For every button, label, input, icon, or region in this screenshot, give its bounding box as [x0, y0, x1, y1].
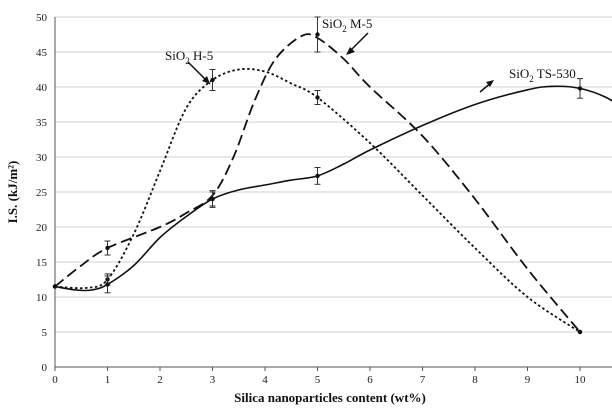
gridlines: [55, 16, 612, 333]
data-point: [577, 86, 583, 91]
y-tick-label: 30: [36, 152, 48, 164]
y-tick-label: 45: [36, 47, 48, 59]
series-line-2: [54, 85, 612, 292]
y-axis-title: I.S. (kJ/m²): [5, 161, 20, 224]
annotation-m5: SiO2 M-5: [322, 16, 372, 55]
y-tick-label: 25: [36, 187, 48, 199]
y-tick-label: 20: [36, 222, 48, 234]
y-tick-label: 15: [36, 257, 48, 269]
y-tick-label: 35: [36, 117, 48, 129]
y-tick-label: 10: [36, 292, 48, 304]
x-axis-title: Silica nanoparticles content (wt%): [234, 390, 426, 405]
y-tick-label: 5: [42, 327, 48, 339]
annotation-ts530-label: SiO2 TS-530: [509, 66, 576, 84]
annotation-m5-arrowhead: [346, 47, 355, 55]
y-tick-labels: 0 5 10 15 20 25 30 35 40 45 50: [36, 12, 48, 374]
annotation-h5-arrowhead: [202, 76, 210, 84]
x-tick-label: 6: [367, 374, 373, 386]
annotation-m5-label: SiO2 M-5: [322, 16, 372, 34]
series-line-1: [54, 33, 581, 333]
annotation-h5-label: SiO2 H-5: [165, 48, 213, 66]
annotation-ts530-arrowhead: [486, 80, 494, 87]
x-tick-label: 7: [420, 374, 426, 386]
x-tick-labels: 0 1 2 3 4 5 6 7 8 9 10: [52, 367, 586, 386]
series-lines: [54, 33, 612, 333]
data-point: [105, 282, 110, 287]
x-tick-label: 4: [262, 374, 268, 386]
x-tick-label: 3: [210, 374, 216, 386]
annotation-h5: SiO2 H-5: [165, 48, 213, 85]
x-tick-label: 2: [157, 374, 163, 386]
axes: [54, 17, 612, 368]
data-point: [105, 245, 110, 251]
data-markers: [52, 16, 583, 335]
data-point: [315, 173, 320, 179]
x-tick-label: 5: [315, 374, 321, 386]
y-tick-label: 40: [36, 82, 48, 94]
data-point: [315, 32, 320, 37]
annotation-ts530: SiO2 TS-530: [479, 66, 576, 93]
x-tick-label: 10: [575, 374, 587, 386]
data-point: [577, 329, 583, 335]
x-tick-label: 9: [525, 374, 531, 386]
x-tick-label: 1: [105, 374, 111, 386]
data-point: [52, 284, 58, 289]
series-line-0: [54, 68, 581, 333]
data-point: [315, 95, 320, 100]
y-tick-label: 0: [42, 362, 48, 374]
data-point: [210, 77, 215, 83]
x-tick-label: 8: [472, 374, 478, 386]
x-tick-label: 0: [52, 374, 58, 386]
data-point: [210, 196, 215, 202]
y-tick-label: 50: [36, 12, 48, 24]
